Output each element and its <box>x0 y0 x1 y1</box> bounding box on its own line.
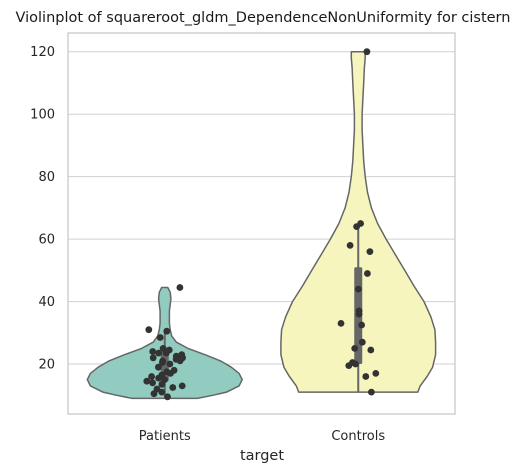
data-point <box>176 357 184 365</box>
y-tick-label: 100 <box>30 108 55 123</box>
data-point <box>150 390 158 398</box>
data-point <box>362 373 370 380</box>
data-point <box>368 388 375 396</box>
violin-bodies <box>86 50 437 400</box>
x-axis-label: target <box>240 448 284 464</box>
data-point <box>372 370 380 377</box>
plot-frame <box>67 32 456 415</box>
data-point <box>143 377 151 385</box>
x-tick-labels: Patients Controls <box>139 429 386 444</box>
data-point <box>149 354 157 362</box>
y-tick-label: 80 <box>38 170 55 185</box>
y-tick-labels: 20 40 60 80 100 120 <box>30 45 55 372</box>
y-tick-label: 40 <box>38 295 55 310</box>
data-point <box>346 242 354 249</box>
data-point <box>367 346 375 354</box>
data-point <box>158 380 166 388</box>
data-point <box>155 363 162 371</box>
data-point <box>167 370 174 377</box>
data-point <box>353 223 360 231</box>
data-point <box>364 270 371 277</box>
chart-title: Violinplot of squareroot_gldm_Dependence… <box>16 10 511 26</box>
x-tick-label: Patients <box>139 429 191 444</box>
data-point <box>164 393 171 401</box>
data-point <box>358 321 365 329</box>
data-point <box>345 362 353 369</box>
y-tick-label: 120 <box>30 45 55 60</box>
data-point <box>352 360 359 368</box>
data-point <box>156 334 164 341</box>
data-point <box>366 248 374 256</box>
data-point <box>355 310 363 318</box>
data-point <box>363 48 371 56</box>
data-point <box>159 359 166 366</box>
data-point <box>358 338 366 346</box>
data-point <box>166 360 174 368</box>
data-point <box>178 382 186 390</box>
data-point <box>155 349 163 357</box>
data-point <box>337 320 345 327</box>
y-tick-label: 60 <box>38 233 55 248</box>
data-point <box>176 284 184 291</box>
x-tick-label: Controls <box>331 429 385 444</box>
data-point <box>155 374 163 382</box>
data-point <box>149 348 157 355</box>
data-point <box>149 379 157 387</box>
y-tick-label: 20 <box>38 358 55 373</box>
data-point <box>351 345 359 352</box>
data-point <box>163 327 171 335</box>
data-point <box>158 388 166 396</box>
data-point <box>148 373 156 380</box>
data-point <box>145 326 153 334</box>
data-point <box>162 349 170 357</box>
data-point <box>169 384 177 391</box>
data-point <box>355 285 362 293</box>
data-points <box>143 48 380 401</box>
